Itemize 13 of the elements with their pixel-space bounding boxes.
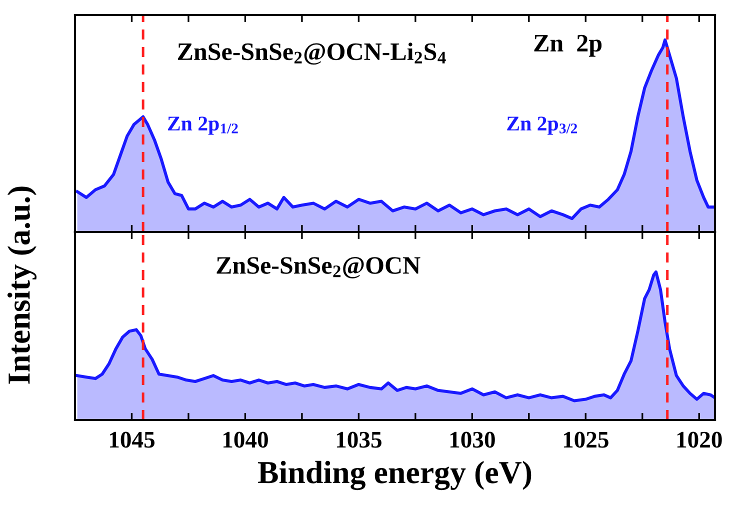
x-axis-title: Binding energy (eV) [258, 460, 532, 490]
x-tick-label: 1020 [677, 432, 722, 448]
annotation: ZnSe-SnSe$_{2}$@OCN [216, 256, 420, 278]
annotation: ZnSe-SnSe$_{2}$@OCN-Li$_{2}$S$_{4}$ [178, 42, 446, 65]
annotation: Zn 2p [534, 34, 602, 57]
y-axis-title: Intensity (a.u.) [7, 186, 37, 384]
annotation: Zn 2p$_{1/2}$ [168, 116, 238, 135]
x-tick-label: 1030 [450, 432, 495, 448]
x-tick-label: 1035 [336, 432, 382, 448]
x-tick-label: 1040 [223, 432, 268, 448]
x-tick-label: 1025 [564, 432, 608, 448]
x-tick-label: 1045 [110, 432, 154, 448]
annotation: Zn 2p$_{3/2}$ [507, 116, 578, 135]
